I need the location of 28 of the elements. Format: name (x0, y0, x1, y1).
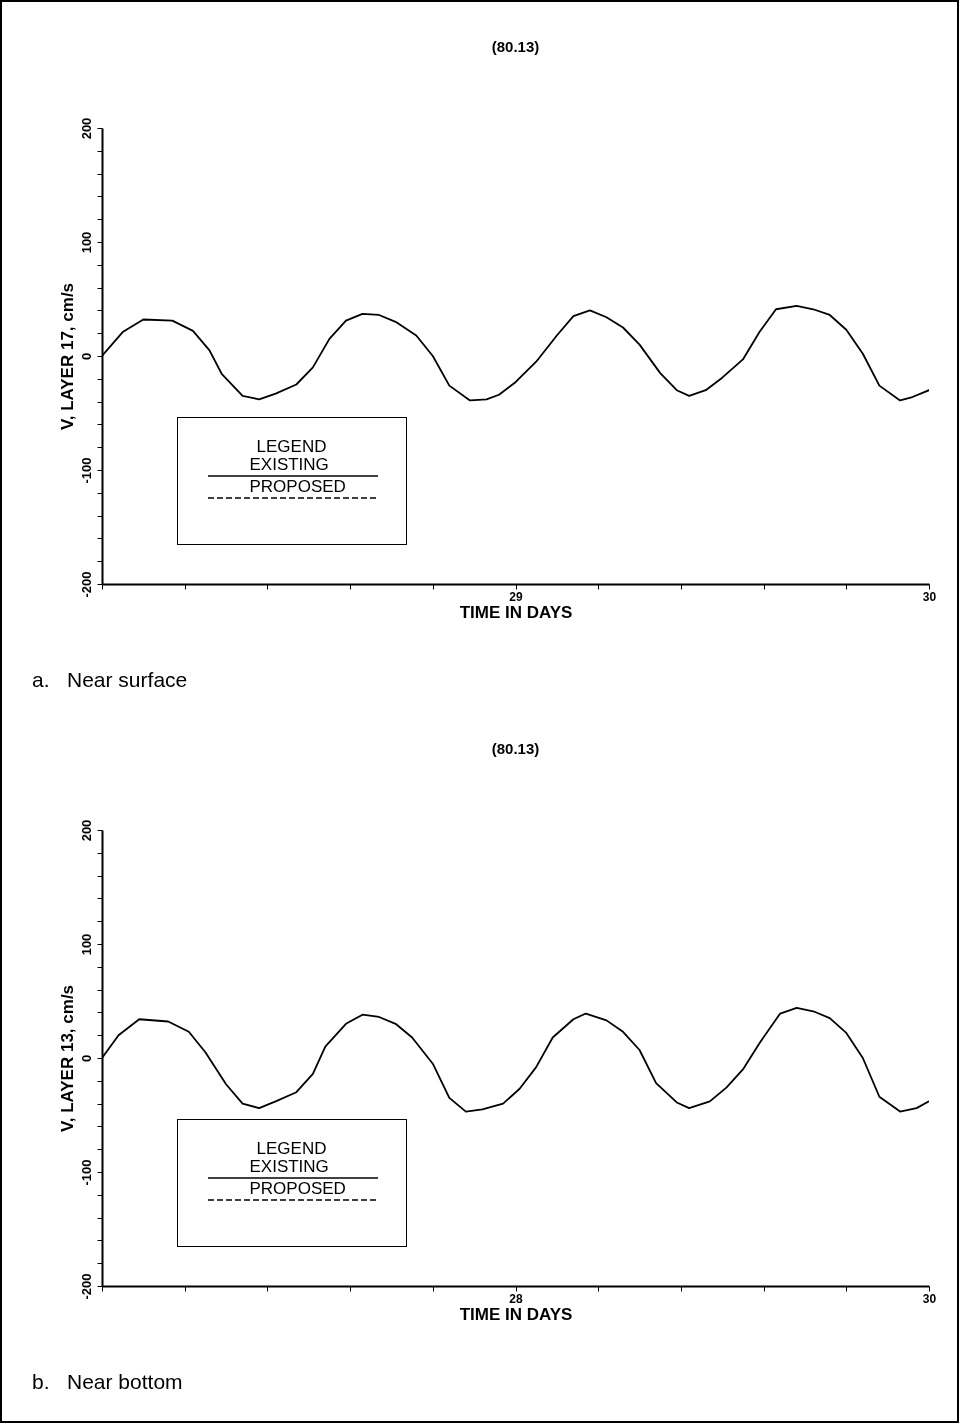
x-tick-label: 30 (922, 1291, 937, 1306)
chart-title: (80.13) (491, 740, 540, 758)
legend-box: LEGEND EXISTING PROPOSED (176, 1118, 407, 1247)
y-tick-label: -200 (78, 1273, 94, 1300)
chart-title: (80.13) (491, 38, 540, 56)
x-axis-title: TIME IN DAYS (459, 1304, 573, 1324)
y-tick-label: 100 (78, 933, 94, 956)
y-tick-label: -100 (78, 1159, 94, 1186)
text: b. Near bottom (32, 1370, 184, 1395)
x-tick-label: 28 (509, 1291, 523, 1306)
legend-title: LEGEND (255, 1138, 328, 1158)
y-axis-title: V, LAYER 17, cm/s (57, 282, 77, 431)
y-tick-label: 0 (78, 1054, 94, 1063)
y-tick-label: 0 (78, 352, 94, 361)
legend-label: PROPOSED (249, 1178, 347, 1198)
y-tick-label: 200 (78, 117, 94, 140)
y-tick-label: -200 (78, 571, 94, 598)
legend-title: LEGEND (255, 436, 328, 456)
text: a. Near surface (32, 668, 189, 693)
y-tick-label: -100 (78, 457, 94, 484)
y-axis-title: V, LAYER 13, cm/s (57, 984, 77, 1133)
x-tick-label: 29 (509, 589, 523, 604)
x-tick-label: 30 (922, 589, 937, 604)
y-tick-label: 100 (78, 231, 94, 254)
legend-label: PROPOSED (249, 476, 347, 496)
x-axis-title: TIME IN DAYS (459, 602, 573, 622)
legend-box: LEGEND EXISTING PROPOSED (176, 416, 407, 545)
y-tick-label: 200 (78, 819, 94, 842)
